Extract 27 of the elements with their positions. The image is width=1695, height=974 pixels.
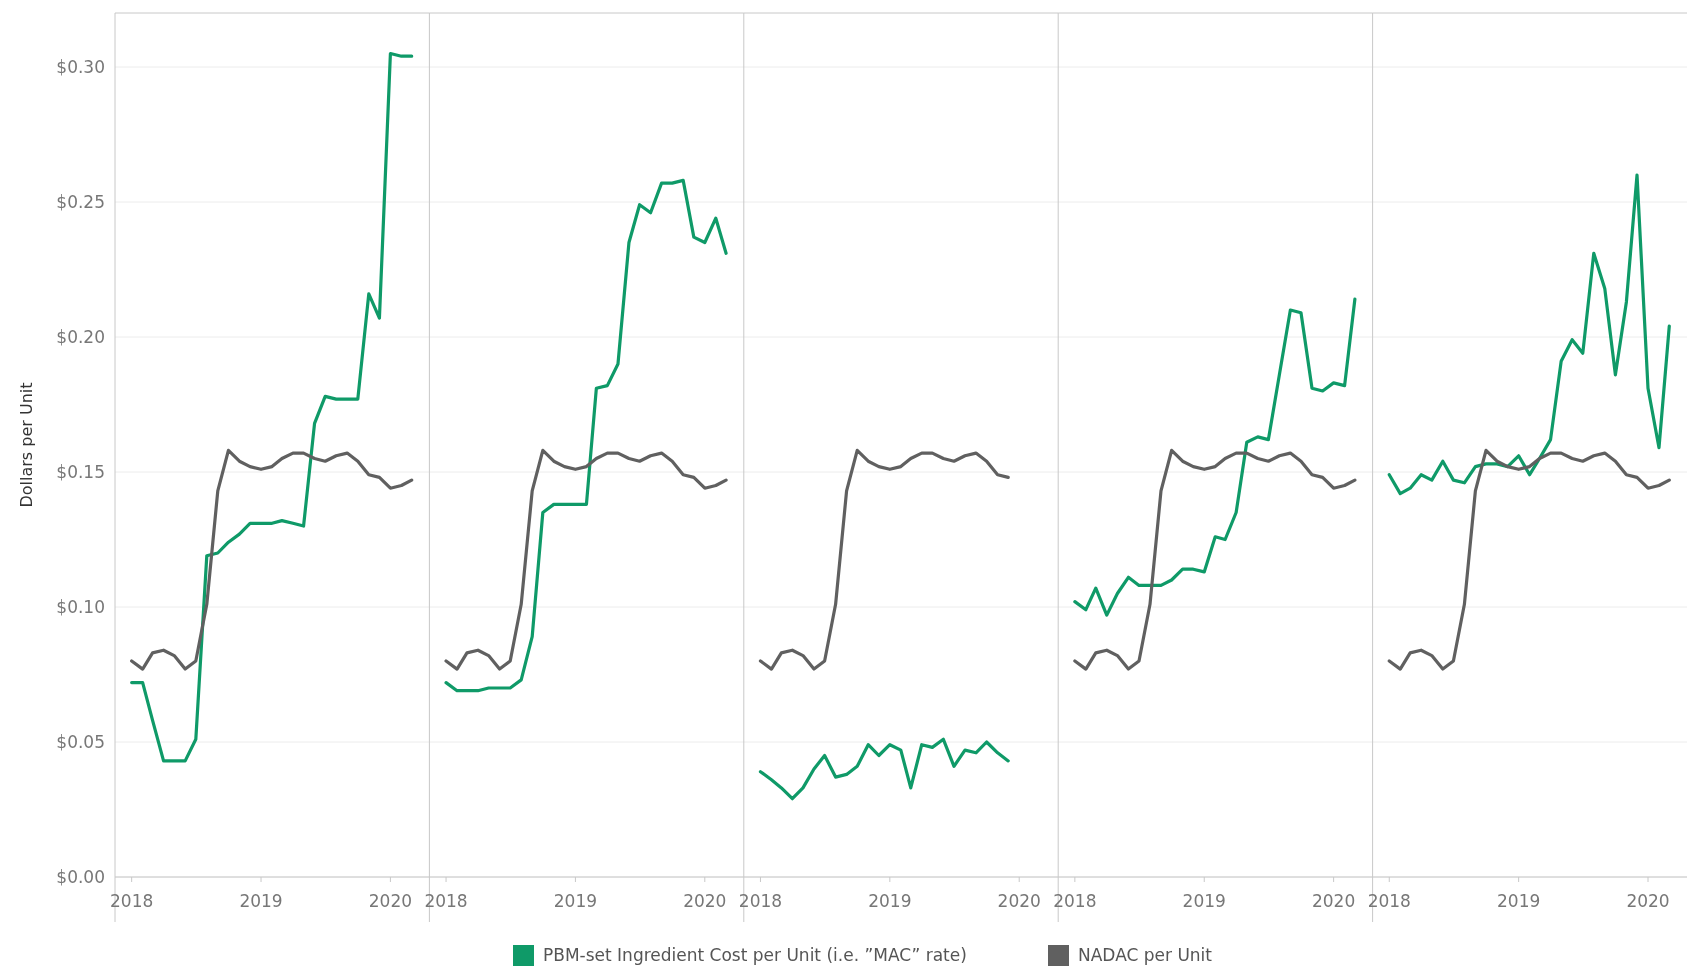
x-tick-label: 2019 [239, 891, 283, 911]
x-tick-label: 2020 [368, 891, 413, 911]
x-tick-label: 2020 [683, 891, 727, 911]
y-tick-label: $0.15 [56, 461, 105, 482]
y-tick-label: $0.10 [56, 596, 105, 617]
y-tick-label: $0.00 [56, 866, 105, 887]
x-tick-label: 2019 [868, 891, 912, 911]
line-series [130, 448, 414, 671]
x-tick-label: 2020 [997, 891, 1041, 911]
legend-label: NADAC per Unit [1078, 945, 1213, 965]
x-tick-label: 2019 [1497, 891, 1541, 911]
x-tick-label: 2019 [1182, 891, 1226, 911]
x-tick-label: 2019 [553, 891, 598, 911]
x-tick-label: 2020 [1626, 891, 1670, 911]
x-tick-label: 2018 [738, 891, 783, 911]
x-tick-label: 2018 [1053, 891, 1097, 911]
x-tick-label: 2018 [110, 891, 154, 911]
y-tick-label: $0.05 [56, 731, 105, 752]
y-axis-title: Dollars per Unit [17, 382, 36, 508]
y-tick-label: $0.20 [56, 326, 105, 347]
y-tick-label: $0.25 [56, 191, 105, 212]
x-tick-label: 2018 [1367, 891, 1411, 911]
line-series [130, 51, 414, 763]
x-tick-label: 2018 [424, 891, 468, 911]
x-tick-label: 2020 [1311, 891, 1356, 911]
legend-label: PBM-set Ingredient Cost per Unit (i.e. ”MAC” rate) [543, 945, 967, 965]
y-tick-label: $0.30 [56, 56, 105, 77]
